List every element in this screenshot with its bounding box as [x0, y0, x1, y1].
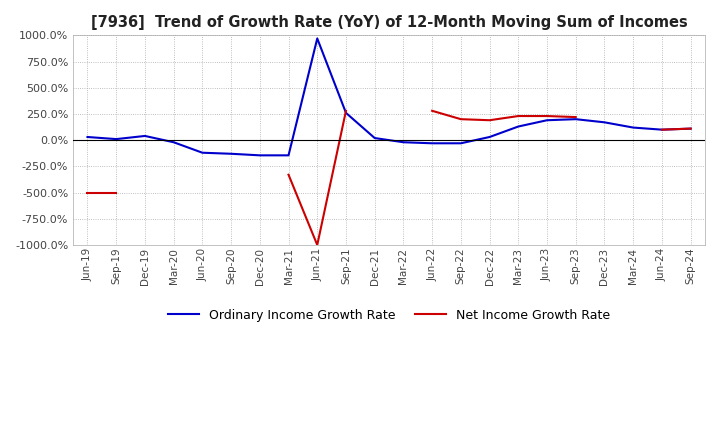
- Ordinary Income Growth Rate: [140, 133, 149, 139]
- Ordinary Income Growth Rate: [370, 136, 379, 141]
- Ordinary Income Growth Rate: [256, 153, 264, 158]
- Ordinary Income Growth Rate: [284, 153, 293, 158]
- Ordinary Income Growth Rate: [342, 110, 351, 116]
- Ordinary Income Growth Rate: [112, 136, 120, 142]
- Title: [7936]  Trend of Growth Rate (YoY) of 12-Month Moving Sum of Incomes: [7936] Trend of Growth Rate (YoY) of 12-…: [91, 15, 688, 30]
- Ordinary Income Growth Rate: [169, 139, 178, 145]
- Legend: Ordinary Income Growth Rate, Net Income Growth Rate: Ordinary Income Growth Rate, Net Income …: [163, 304, 615, 327]
- Ordinary Income Growth Rate: [629, 125, 637, 130]
- Ordinary Income Growth Rate: [313, 36, 322, 41]
- Ordinary Income Growth Rate: [514, 124, 523, 129]
- Ordinary Income Growth Rate: [456, 141, 465, 146]
- Ordinary Income Growth Rate: [428, 141, 436, 146]
- Ordinary Income Growth Rate: [198, 150, 207, 155]
- Ordinary Income Growth Rate: [600, 120, 609, 125]
- Line: Ordinary Income Growth Rate: Ordinary Income Growth Rate: [87, 38, 690, 155]
- Ordinary Income Growth Rate: [485, 134, 494, 139]
- Ordinary Income Growth Rate: [83, 134, 91, 139]
- Ordinary Income Growth Rate: [227, 151, 235, 156]
- Ordinary Income Growth Rate: [686, 126, 695, 131]
- Ordinary Income Growth Rate: [399, 139, 408, 145]
- Ordinary Income Growth Rate: [572, 117, 580, 122]
- Ordinary Income Growth Rate: [543, 117, 552, 123]
- Ordinary Income Growth Rate: [657, 127, 666, 132]
